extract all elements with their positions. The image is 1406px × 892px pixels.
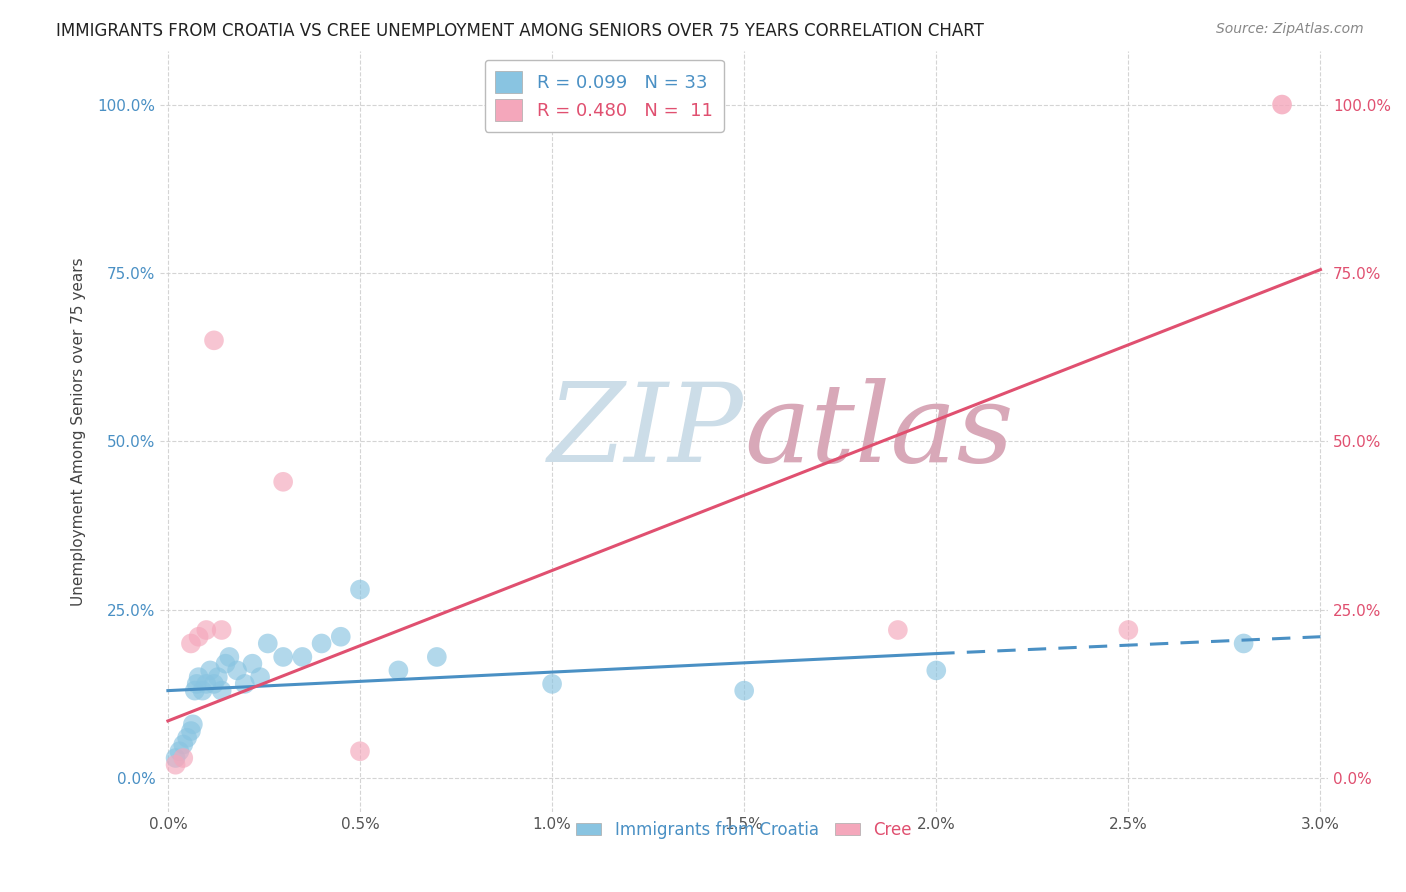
Point: [211, 623, 233, 637]
Point: [195, 677, 218, 691]
Point: [172, 751, 194, 765]
Point: [186, 677, 208, 691]
Point: [207, 670, 229, 684]
Text: atlas: atlas: [744, 377, 1014, 485]
Y-axis label: Unemployment Among Seniors over 75 years: Unemployment Among Seniors over 75 years: [72, 257, 86, 606]
Point: [211, 683, 233, 698]
Point: [195, 623, 218, 637]
Point: [180, 724, 202, 739]
Point: [198, 664, 221, 678]
Point: [191, 683, 214, 698]
Point: [1118, 623, 1140, 637]
Point: [214, 657, 236, 671]
Point: [329, 630, 352, 644]
Point: [349, 582, 371, 597]
Point: [271, 475, 294, 489]
Point: [256, 636, 278, 650]
Point: [187, 630, 209, 644]
Point: [311, 636, 333, 650]
Point: [426, 649, 449, 664]
Point: [187, 670, 209, 684]
Point: [165, 757, 187, 772]
Point: [226, 664, 249, 678]
Legend: Immigrants from Croatia, Cree: Immigrants from Croatia, Cree: [569, 814, 918, 846]
Point: [181, 717, 204, 731]
Point: [218, 649, 240, 664]
Point: [887, 623, 910, 637]
Text: ZIP: ZIP: [548, 377, 744, 485]
Point: [165, 751, 187, 765]
Point: [1271, 97, 1294, 112]
Point: [176, 731, 198, 745]
Point: [180, 636, 202, 650]
Point: [202, 334, 225, 348]
Point: [249, 670, 271, 684]
Point: [172, 738, 194, 752]
Point: [291, 649, 314, 664]
Point: [169, 744, 191, 758]
Point: [184, 683, 207, 698]
Point: [541, 677, 564, 691]
Point: [925, 664, 948, 678]
Point: [271, 649, 294, 664]
Point: [1233, 636, 1256, 650]
Point: [233, 677, 256, 691]
Text: Source: ZipAtlas.com: Source: ZipAtlas.com: [1216, 22, 1364, 37]
Point: [349, 744, 371, 758]
Point: [733, 683, 755, 698]
Point: [387, 664, 409, 678]
Point: [242, 657, 264, 671]
Point: [202, 677, 225, 691]
Text: IMMIGRANTS FROM CROATIA VS CREE UNEMPLOYMENT AMONG SENIORS OVER 75 YEARS CORRELA: IMMIGRANTS FROM CROATIA VS CREE UNEMPLOY…: [56, 22, 984, 40]
